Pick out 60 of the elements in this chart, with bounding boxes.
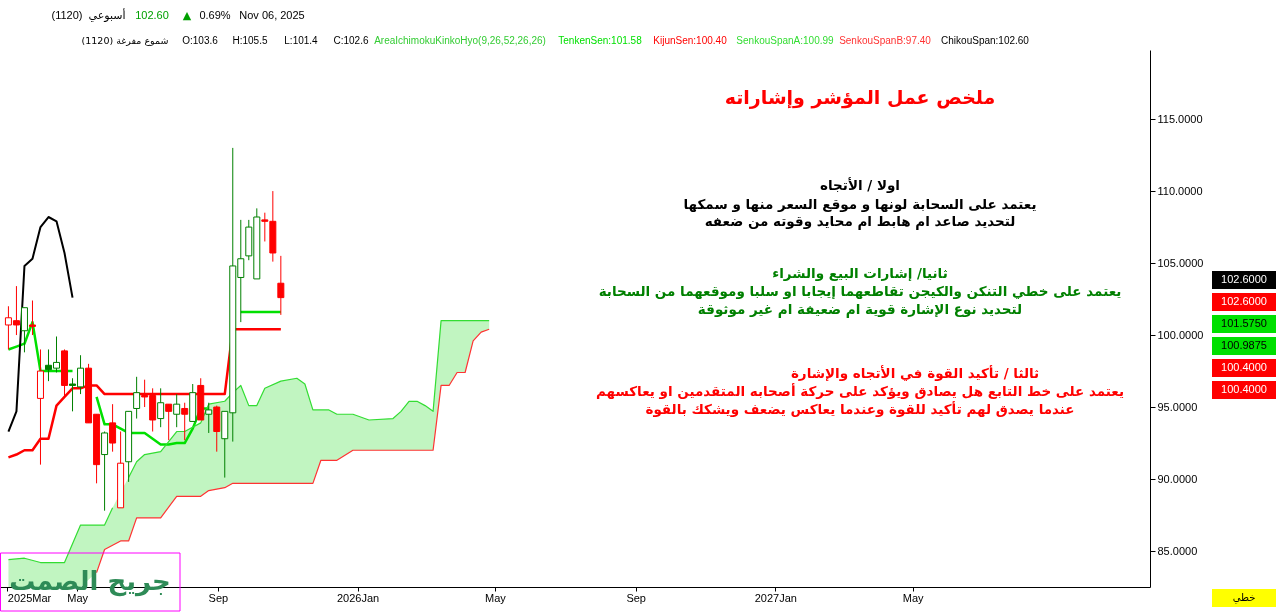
candlestick	[28, 300, 36, 336]
y-tick-label: 100.0000	[1157, 328, 1204, 341]
text: ChikouSpan:102.60	[941, 35, 1030, 46]
x-tick-label: May	[484, 591, 507, 604]
text: H:105.5	[232, 35, 268, 46]
text: خطي	[1232, 592, 1256, 604]
candlestick	[101, 431, 109, 512]
y-tick-label: 85.0000	[1157, 544, 1198, 557]
annotation: يعتمد على خطي التنكن والكيجن تقاطعهما إيجابا او سلبا وموقعهما من السحابة	[598, 283, 1122, 299]
text: KijunSen:100.40	[653, 35, 728, 46]
candlestick	[181, 402, 189, 441]
text: SenkouSpanA:100.99	[736, 35, 835, 46]
text: شموع مفرغة (1120)	[81, 35, 169, 46]
annotation: لتحديد نوع الإشارة قوية ام ضعيفة ام غير موثوقة	[697, 301, 1023, 318]
candlestick	[20, 307, 28, 353]
y-tick-label: 90.0000	[1157, 472, 1198, 485]
text: L:101.4	[284, 35, 319, 46]
y-tick-label: 115.0000	[1157, 112, 1203, 125]
candlestick	[277, 255, 285, 316]
annotation: يعتمد على خط التابع هل يصادق ويؤكد على حركة أصحابه المتقدمين او يعاكسهم	[596, 383, 1124, 399]
candlestick	[173, 393, 181, 428]
text: 100.9875	[1221, 339, 1267, 351]
text: (1120)	[51, 9, 83, 21]
x-tick-label: 2026Jan	[336, 591, 380, 604]
text: 100.4000	[1221, 383, 1267, 395]
annotation: اولا / الأتجاه	[820, 177, 900, 193]
annotation: يعتمد على السحابة لونها و موقع السعر منها و سمكها	[683, 196, 1037, 212]
text: O:103.6	[182, 35, 219, 46]
x-tick-label: Sep	[208, 591, 229, 604]
text: ملخص عمل المؤشر وإشاراته	[724, 86, 996, 109]
text: أسبوعي	[88, 8, 126, 22]
text: C:102.6	[333, 35, 369, 46]
text: 101.5750	[1221, 317, 1267, 329]
x-tick-label: May	[902, 591, 925, 604]
annotation: ثانيا/ إشارات البيع والشراء	[772, 265, 948, 281]
annotation: ثالثا / تأكيد القوة في الأتجاه والإشارة	[790, 365, 1040, 381]
line-series	[7, 216, 74, 433]
y-tick-label: 105.0000	[1157, 256, 1204, 269]
text: 0.69%	[199, 9, 231, 21]
candlestick	[109, 403, 117, 453]
y-tick-label: 110.0000	[1157, 184, 1203, 197]
text: SenkouSpanB:97.40	[839, 35, 932, 46]
candlestick	[133, 376, 141, 420]
annotation: لتحديد صاعد ام هابط ام محايد وقوته من ضعفه	[704, 213, 1016, 230]
x-tick-label: Sep	[626, 591, 646, 604]
y-tick-label: 95.0000	[1157, 400, 1198, 413]
text: Nov 06, 2025	[239, 9, 305, 21]
text: AreaIchimokuKinkoHyo(9,26,52,26,26)	[374, 35, 546, 46]
text: 100.4000	[1221, 361, 1267, 373]
text: 102.6000	[1221, 295, 1267, 307]
annotation: عندما يصدق لهم تأكيد للقوة وعندما يعاكس يضعف ويشكك بالقوة	[645, 401, 1075, 417]
line-series	[95, 328, 490, 574]
text: 102.60	[135, 9, 169, 21]
candlestick	[165, 403, 173, 441]
x-tick-label: 2027Jan	[754, 591, 797, 604]
text: TenkenSen:101.58	[558, 35, 643, 46]
text: 102.6000	[1221, 273, 1267, 285]
candlestick	[157, 387, 165, 428]
text: ▲	[182, 9, 192, 22]
candlestick	[205, 402, 213, 434]
